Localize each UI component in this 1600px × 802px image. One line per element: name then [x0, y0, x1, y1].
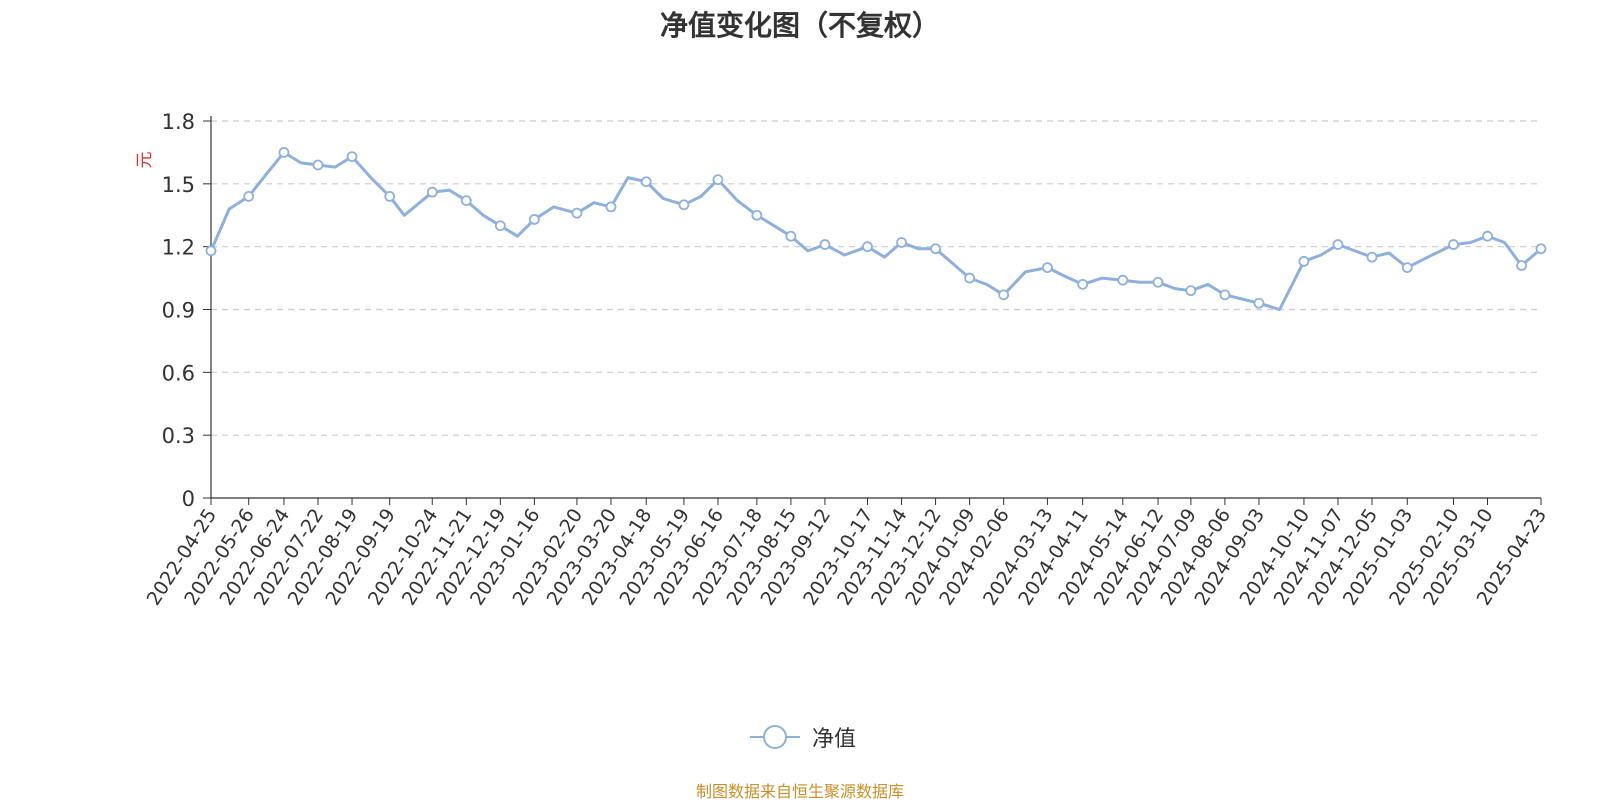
series-point[interactable]	[460, 195, 472, 206]
series-point[interactable]	[930, 243, 941, 255]
series-point[interactable]	[678, 199, 690, 211]
series-point[interactable]	[426, 186, 438, 198]
series-point[interactable]	[1448, 239, 1459, 250]
series-point[interactable]	[243, 190, 255, 202]
series-point[interactable]	[1253, 297, 1265, 309]
series-point[interactable]	[1401, 262, 1413, 274]
series-point[interactable]	[346, 151, 358, 163]
series-point[interactable]	[494, 220, 506, 232]
series-point[interactable]	[964, 272, 976, 284]
series-point[interactable]	[862, 241, 873, 253]
series-point[interactable]	[819, 239, 831, 250]
series-point[interactable]	[1117, 274, 1129, 286]
axes	[203, 116, 1542, 505]
series-point[interactable]	[1332, 239, 1344, 250]
y-axis-unit-label: 元	[135, 152, 155, 169]
series-point[interactable]	[640, 176, 652, 188]
legend-series-icon	[750, 725, 800, 749]
series-point[interactable]	[1152, 276, 1164, 288]
x-tick-labels: 2022-04-252022-05-262022-06-242022-07-22…	[143, 505, 1552, 610]
y-tick-label: 0.9	[162, 299, 195, 323]
y-tick-labels: 0 0.3 0.6 0.9 1.2 1.5 1.8	[162, 110, 195, 511]
series-point[interactable]	[605, 201, 617, 213]
grid-lines	[211, 120, 1541, 436]
series-point[interactable]	[312, 159, 324, 171]
y-tick-label: 1.8	[162, 110, 195, 134]
series-point[interactable]	[712, 174, 724, 186]
series-point[interactable]	[571, 207, 583, 219]
series-point[interactable]	[1366, 251, 1378, 263]
series-point[interactable]	[751, 209, 763, 221]
series-line-net-value	[209, 150, 1542, 311]
y-tick-label: 0.6	[162, 361, 195, 385]
chart-title: 净值变化图（不复权）	[659, 9, 940, 42]
source-note: 制图数据来自恒生聚源数据库	[695, 782, 904, 801]
series-point[interactable]	[1185, 285, 1197, 297]
series-point[interactable]	[384, 190, 396, 202]
series-point[interactable]	[896, 237, 907, 248]
series-point[interactable]	[785, 230, 797, 242]
series-point[interactable]	[1298, 255, 1310, 267]
series-point[interactable]	[528, 214, 540, 225]
y-tick-label: 1.2	[162, 236, 195, 260]
series-point[interactable]	[1219, 289, 1231, 301]
series-point[interactable]	[1535, 243, 1547, 255]
series-point[interactable]	[278, 147, 290, 158]
series-point[interactable]	[1482, 230, 1493, 242]
series-point[interactable]	[998, 289, 1010, 301]
legend[interactable]: 净值	[750, 722, 856, 752]
y-tick-label: 1.5	[162, 173, 195, 197]
series-point[interactable]	[205, 245, 217, 257]
series-point[interactable]	[1516, 260, 1527, 271]
y-tick-label: 0	[182, 487, 195, 511]
series-markers	[205, 147, 1547, 309]
legend-label: 净值	[812, 727, 857, 752]
y-tick-label: 0.3	[162, 424, 195, 448]
series-point[interactable]	[1077, 278, 1089, 290]
series-point[interactable]	[1042, 262, 1053, 274]
